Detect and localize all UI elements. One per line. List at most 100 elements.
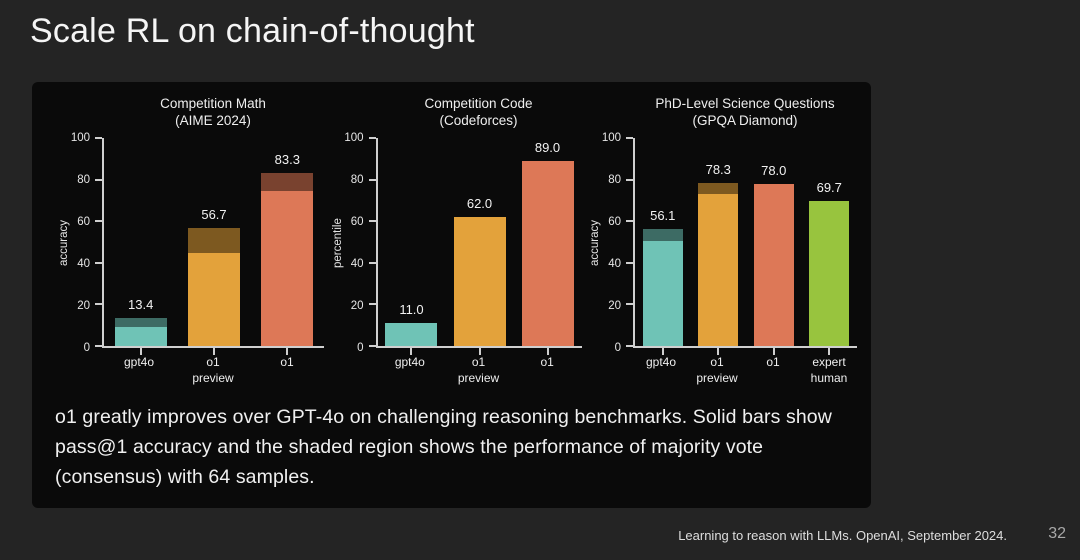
x-tick-mark (661, 348, 664, 355)
x-axis-labels: gpt4o o1 preview o1 expert human (633, 348, 857, 385)
page-number: 32 (1048, 525, 1066, 542)
y-axis-gutter: percentile 0 20 40 60 80 100 (331, 132, 376, 354)
bar-o1 (521, 160, 574, 346)
x-tick-mark (478, 348, 481, 355)
bar-value-label: 56.7 (201, 207, 227, 223)
bar-value-label: 78.0 (761, 162, 787, 178)
y-tick-label: 0 (83, 342, 90, 354)
y-tick-label: 20 (350, 300, 364, 312)
x-tick-mark (286, 348, 289, 355)
y-axis-gutter: accuracy 0 20 40 60 80 100 (589, 132, 633, 354)
plot-area: 13.4 56.7 83.3 (95, 137, 324, 355)
bar-value-label: 69.7 (816, 180, 842, 196)
y-tick-mark (95, 137, 102, 139)
bar-value-label: 56.1 (650, 208, 676, 224)
bar-gpt4o (642, 229, 683, 346)
y-tick-label: 40 (608, 258, 621, 270)
y-tick-mark (626, 137, 633, 139)
x-tick-mark (139, 348, 142, 355)
y-axis-label: percentile (331, 218, 344, 268)
y-axis-label: accuracy (589, 219, 601, 267)
y-tick-mark (368, 261, 376, 264)
bar-value-label: 13.4 (128, 297, 154, 313)
y-tick-label: 80 (77, 174, 90, 186)
y-tick-label: 20 (608, 300, 621, 312)
y-tick-label: 100 (70, 132, 90, 144)
bar-o1 (753, 183, 794, 346)
chart-gpqa-diamond: PhD-Level Science Questions (GPQA Diamon… (589, 96, 857, 385)
x-category-label: gpt4o (394, 355, 425, 369)
y-tick-mark (368, 137, 376, 139)
y-tick-label: 60 (350, 216, 364, 228)
plot-area: 11.0 62.0 89.0 (368, 137, 582, 355)
y-tick-label: 80 (350, 174, 364, 186)
bar-gpt4o (385, 323, 438, 346)
x-tick-mark (717, 348, 720, 355)
chart-title: Competition Math (AIME 2024) (160, 96, 266, 128)
y-tick-label: 60 (608, 216, 621, 228)
y-tick-mark (95, 303, 102, 306)
x-tick-mark (828, 348, 831, 355)
x-category-label: gpt4o (645, 355, 677, 369)
chart-competition-math: Competition Math (AIME 2024) accuracy 0 20 4… (58, 96, 324, 385)
y-tick-mark (95, 345, 102, 347)
chart-competition-code: Competition Code (Codeforces) percentile 0… (331, 96, 582, 385)
y-tick-label: 100 (344, 132, 364, 144)
bar-consensus-shade (698, 183, 739, 194)
bar-consensus-shade (642, 229, 683, 241)
bar-value-label: 89.0 (534, 139, 561, 155)
bar-consensus-shade (114, 318, 167, 327)
bar-o1-preview (698, 183, 739, 346)
y-tick-mark (626, 178, 633, 181)
x-axis-labels: gpt4o o1 preview o1 (376, 348, 582, 385)
bar-consensus-shade (188, 228, 240, 254)
footer-citation: Learning to reason with LLMs. OpenAI, Se… (678, 528, 1007, 543)
y-tick-mark (626, 345, 633, 347)
bar-value-label: 78.3 (705, 162, 731, 178)
bar-o1 (261, 172, 314, 346)
y-tick-mark (626, 261, 633, 264)
x-category-label: o1 preview (696, 355, 738, 385)
figure-caption: o1 greatly improves over GPT-4o on chall… (55, 406, 832, 488)
y-tick-mark (368, 220, 376, 223)
bar-value-label: 11.0 (399, 302, 424, 318)
x-category-label: gpt4o (123, 355, 154, 369)
chart-plot-body: accuracy 0 20 40 60 80 100 13.4 56.7 83.3 (58, 132, 324, 355)
x-tick-mark (772, 348, 775, 355)
chart-plot-body: accuracy 0 20 40 60 80 100 56.1 78.3 78.0 69.7 (589, 132, 857, 355)
x-category-label: o1 preview (192, 355, 234, 385)
x-category-label: o1 (540, 355, 554, 369)
y-axis-gutter: accuracy 0 20 40 60 80 100 (58, 132, 102, 354)
bar-value-label: 83.3 (274, 151, 300, 167)
plot-area: 56.1 78.3 78.0 69.7 (626, 137, 857, 355)
x-tick-mark (546, 348, 549, 355)
x-axis-labels: gpt4o o1 preview o1 (102, 348, 324, 385)
x-tick-mark (213, 348, 215, 355)
chart-title: PhD-Level Science Questions (GPQA Diamon… (655, 96, 835, 128)
y-tick-mark (95, 220, 102, 223)
x-tick-mark (410, 348, 413, 355)
y-tick-mark (368, 303, 376, 306)
y-tick-label: 40 (350, 258, 364, 270)
y-tick-mark (626, 303, 633, 306)
bar-value-label: 62.0 (466, 196, 493, 212)
y-tick-label: 60 (77, 216, 90, 228)
x-category-label: o1 preview (457, 355, 500, 385)
bar-expert-human (809, 201, 850, 346)
y-tick-label: 100 (601, 132, 621, 144)
y-tick-mark (626, 220, 633, 223)
y-tick-label: 0 (614, 342, 621, 354)
y-tick-label: 40 (77, 258, 90, 270)
bar-o1-preview (453, 217, 506, 346)
y-tick-mark (95, 261, 102, 264)
bar-consensus-shade (261, 172, 314, 192)
bar-gpt4o (114, 318, 167, 346)
y-tick-mark (368, 178, 376, 181)
x-category-label: o1 (280, 355, 294, 369)
figure-panel: Competition Math (AIME 2024) accuracy 0 20 4… (32, 82, 871, 508)
slide-title: Scale RL on chain-of-thought (30, 12, 475, 50)
y-tick-label: 0 (357, 342, 364, 354)
x-category-label: expert human (810, 355, 848, 385)
y-axis-label: accuracy (58, 219, 70, 267)
x-category-label: o1 (766, 355, 780, 369)
